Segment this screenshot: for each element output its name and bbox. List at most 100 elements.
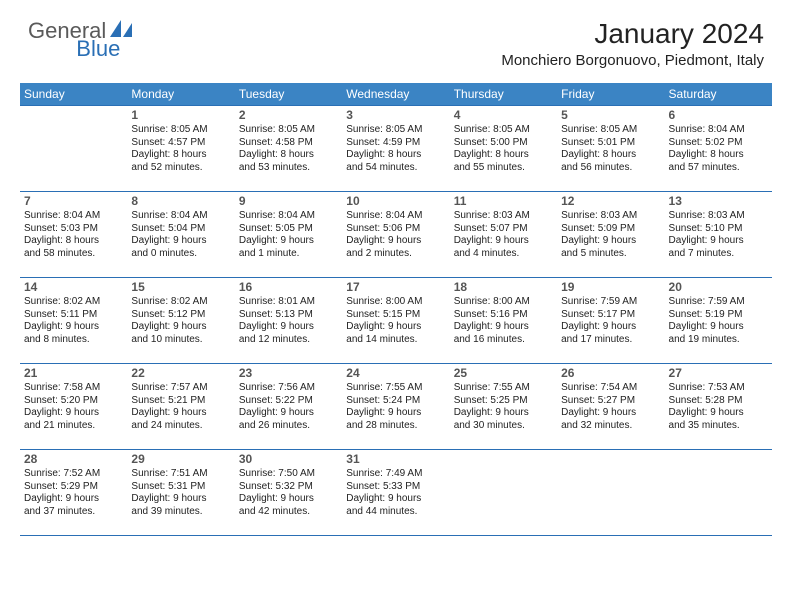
sunrise-line: Sunrise: 8:00 AM: [454, 296, 553, 309]
sunset-line: Sunset: 5:28 PM: [669, 395, 768, 408]
sunset-line: Sunset: 5:25 PM: [454, 395, 553, 408]
calendar-day-cell: 8Sunrise: 8:04 AMSunset: 5:04 PMDaylight…: [127, 192, 234, 278]
calendar-day-cell: 1Sunrise: 8:05 AMSunset: 4:57 PMDaylight…: [127, 106, 234, 192]
day-number: 26: [561, 366, 660, 381]
dayhead-wed: Wednesday: [342, 83, 449, 106]
day2-line: and 30 minutes.: [454, 420, 553, 433]
sunrise-line: Sunrise: 8:04 AM: [24, 210, 123, 223]
sunrise-line: Sunrise: 8:05 AM: [131, 124, 230, 137]
sunrise-line: Sunrise: 8:02 AM: [24, 296, 123, 309]
day-number: 3: [346, 108, 445, 123]
day1-line: Daylight: 9 hours: [346, 493, 445, 506]
brand-logo: General Blue: [28, 18, 156, 44]
sunrise-line: Sunrise: 8:05 AM: [346, 124, 445, 137]
calendar-day-cell: 10Sunrise: 8:04 AMSunset: 5:06 PMDayligh…: [342, 192, 449, 278]
day-number: 27: [669, 366, 768, 381]
day-number: 21: [24, 366, 123, 381]
day-number: 12: [561, 194, 660, 209]
sunrise-line: Sunrise: 8:04 AM: [669, 124, 768, 137]
calendar-day-cell: [665, 450, 772, 536]
day1-line: Daylight: 9 hours: [239, 407, 338, 420]
sunset-line: Sunset: 5:06 PM: [346, 223, 445, 236]
dayhead-fri: Friday: [557, 83, 664, 106]
calendar-day-cell: 20Sunrise: 7:59 AMSunset: 5:19 PMDayligh…: [665, 278, 772, 364]
sunrise-line: Sunrise: 7:54 AM: [561, 382, 660, 395]
day1-line: Daylight: 9 hours: [669, 235, 768, 248]
dayhead-sun: Sunday: [20, 83, 127, 106]
day1-line: Daylight: 8 hours: [346, 149, 445, 162]
day1-line: Daylight: 9 hours: [24, 407, 123, 420]
sunrise-line: Sunrise: 8:04 AM: [131, 210, 230, 223]
day2-line: and 16 minutes.: [454, 334, 553, 347]
day2-line: and 42 minutes.: [239, 506, 338, 519]
day2-line: and 7 minutes.: [669, 248, 768, 261]
sunrise-line: Sunrise: 8:05 AM: [561, 124, 660, 137]
sunset-line: Sunset: 5:01 PM: [561, 137, 660, 150]
sunset-line: Sunset: 5:20 PM: [24, 395, 123, 408]
calendar-day-cell: 11Sunrise: 8:03 AMSunset: 5:07 PMDayligh…: [450, 192, 557, 278]
day1-line: Daylight: 9 hours: [239, 235, 338, 248]
day-number: 13: [669, 194, 768, 209]
calendar-day-cell: 15Sunrise: 8:02 AMSunset: 5:12 PMDayligh…: [127, 278, 234, 364]
calendar-week-row: 28Sunrise: 7:52 AMSunset: 5:29 PMDayligh…: [20, 450, 772, 536]
calendar-day-cell: [20, 106, 127, 192]
sunrise-line: Sunrise: 7:59 AM: [669, 296, 768, 309]
sunrise-line: Sunrise: 8:05 AM: [239, 124, 338, 137]
dayhead-sat: Saturday: [665, 83, 772, 106]
day1-line: Daylight: 9 hours: [561, 321, 660, 334]
day2-line: and 19 minutes.: [669, 334, 768, 347]
day2-line: and 1 minute.: [239, 248, 338, 261]
day1-line: Daylight: 9 hours: [131, 493, 230, 506]
sunrise-line: Sunrise: 8:03 AM: [454, 210, 553, 223]
sunrise-line: Sunrise: 8:03 AM: [669, 210, 768, 223]
calendar-day-cell: 28Sunrise: 7:52 AMSunset: 5:29 PMDayligh…: [20, 450, 127, 536]
day2-line: and 44 minutes.: [346, 506, 445, 519]
day2-line: and 26 minutes.: [239, 420, 338, 433]
day2-line: and 8 minutes.: [24, 334, 123, 347]
day2-line: and 35 minutes.: [669, 420, 768, 433]
day-number: 20: [669, 280, 768, 295]
day-number: 19: [561, 280, 660, 295]
day2-line: and 54 minutes.: [346, 162, 445, 175]
sunset-line: Sunset: 4:59 PM: [346, 137, 445, 150]
calendar-day-cell: 30Sunrise: 7:50 AMSunset: 5:32 PMDayligh…: [235, 450, 342, 536]
day2-line: and 37 minutes.: [24, 506, 123, 519]
sunrise-line: Sunrise: 7:55 AM: [454, 382, 553, 395]
day-number: 10: [346, 194, 445, 209]
sunset-line: Sunset: 5:11 PM: [24, 309, 123, 322]
calendar-day-cell: 22Sunrise: 7:57 AMSunset: 5:21 PMDayligh…: [127, 364, 234, 450]
title-block: January 2024 Monchiero Borgonuovo, Piedm…: [501, 18, 764, 69]
sunset-line: Sunset: 5:22 PM: [239, 395, 338, 408]
day1-line: Daylight: 8 hours: [454, 149, 553, 162]
calendar-day-cell: 25Sunrise: 7:55 AMSunset: 5:25 PMDayligh…: [450, 364, 557, 450]
page-header: General Blue January 2024 Monchiero Borg…: [0, 0, 792, 75]
day2-line: and 39 minutes.: [131, 506, 230, 519]
brand-text-blue: Blue: [76, 36, 120, 62]
day-number: 17: [346, 280, 445, 295]
day-number: 25: [454, 366, 553, 381]
day1-line: Daylight: 9 hours: [239, 321, 338, 334]
sunset-line: Sunset: 5:24 PM: [346, 395, 445, 408]
calendar-day-cell: 26Sunrise: 7:54 AMSunset: 5:27 PMDayligh…: [557, 364, 664, 450]
day2-line: and 17 minutes.: [561, 334, 660, 347]
sunrise-line: Sunrise: 8:01 AM: [239, 296, 338, 309]
calendar-day-cell: 12Sunrise: 8:03 AMSunset: 5:09 PMDayligh…: [557, 192, 664, 278]
sunset-line: Sunset: 4:58 PM: [239, 137, 338, 150]
sunset-line: Sunset: 4:57 PM: [131, 137, 230, 150]
day1-line: Daylight: 9 hours: [131, 321, 230, 334]
sunrise-line: Sunrise: 7:56 AM: [239, 382, 338, 395]
calendar-day-cell: 7Sunrise: 8:04 AMSunset: 5:03 PMDaylight…: [20, 192, 127, 278]
day1-line: Daylight: 9 hours: [561, 407, 660, 420]
day2-line: and 57 minutes.: [669, 162, 768, 175]
sunset-line: Sunset: 5:16 PM: [454, 309, 553, 322]
sunset-line: Sunset: 5:33 PM: [346, 481, 445, 494]
day1-line: Daylight: 8 hours: [131, 149, 230, 162]
day2-line: and 53 minutes.: [239, 162, 338, 175]
calendar-week-row: 14Sunrise: 8:02 AMSunset: 5:11 PMDayligh…: [20, 278, 772, 364]
calendar-day-cell: 5Sunrise: 8:05 AMSunset: 5:01 PMDaylight…: [557, 106, 664, 192]
day-number: 29: [131, 452, 230, 467]
calendar-table: Sunday Monday Tuesday Wednesday Thursday…: [20, 83, 772, 537]
day-number: 24: [346, 366, 445, 381]
sunrise-line: Sunrise: 8:03 AM: [561, 210, 660, 223]
sunset-line: Sunset: 5:13 PM: [239, 309, 338, 322]
